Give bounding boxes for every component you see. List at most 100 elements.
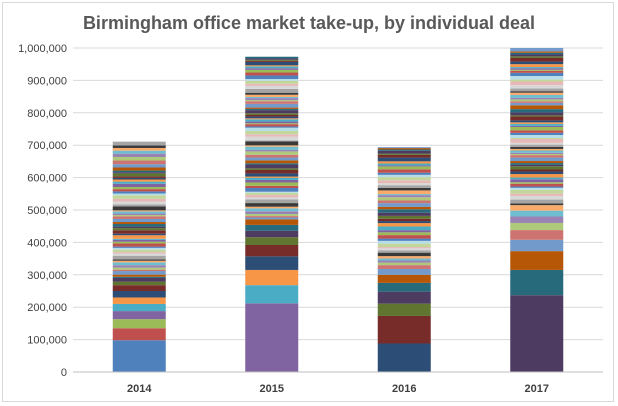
- bar-segment-2015: [245, 57, 298, 59]
- bar-segment-2016: [378, 175, 431, 177]
- bar-segment-2017: [510, 182, 563, 184]
- bar-segment-2016: [378, 269, 431, 275]
- bar-segment-2016: [378, 259, 431, 261]
- bar-segment-2015: [245, 237, 298, 245]
- bar-segment-2016: [378, 195, 431, 197]
- y-tick-label: 700,000: [27, 140, 67, 152]
- bar-segment-2016: [378, 253, 431, 256]
- bar-segment-2015: [245, 81, 298, 84]
- chart-plot: 0100,000200,000300,000400,000500,000600,…: [3, 3, 615, 403]
- bar-segment-2017: [510, 101, 563, 103]
- bar-segment-2017: [510, 147, 563, 149]
- bar-segment-2016: [378, 151, 431, 154]
- bar-segment-2017: [510, 99, 563, 101]
- bar-segment-2014: [113, 154, 166, 157]
- bar-segment-2015: [245, 173, 298, 176]
- bar-segment-2017: [510, 165, 563, 166]
- y-tick-label: 500,000: [27, 205, 67, 217]
- bar-segment-2014: [113, 142, 166, 146]
- bar-segment-2016: [378, 166, 431, 169]
- bar-segment-2016: [378, 209, 431, 212]
- bar-segment-2014: [113, 191, 166, 193]
- y-tick-label: 600,000: [27, 173, 67, 185]
- bar-segment-2015: [245, 108, 298, 109]
- bar-segment-2014: [113, 176, 166, 178]
- bar-segment-2017: [510, 138, 563, 139]
- y-tick-label: 0: [61, 367, 67, 379]
- bar-segment-2017: [510, 153, 563, 154]
- bar-segment-2017: [510, 145, 563, 147]
- bar-segment-2014: [113, 173, 166, 176]
- bar-segment-2015: [245, 140, 298, 141]
- bar-segment-2014: [113, 256, 166, 260]
- bar-segment-2016: [378, 207, 431, 209]
- bar-segment-2015: [245, 177, 298, 178]
- bar-segment-2016: [378, 241, 431, 244]
- bar-segment-2014: [113, 184, 166, 187]
- bar-segment-2014: [113, 319, 166, 328]
- bar-segment-2016: [378, 165, 431, 166]
- bar-segment-2017: [510, 163, 563, 165]
- bar-segment-2017: [510, 64, 563, 67]
- bar-segment-2017: [510, 103, 563, 105]
- bar-segment-2017: [510, 120, 563, 122]
- y-tick-label: 800,000: [27, 108, 67, 120]
- bar-segment-2016: [378, 256, 431, 258]
- bar-segment-2015: [245, 100, 298, 101]
- bar-segment-2017: [510, 169, 563, 171]
- bar-segment-2015: [245, 203, 298, 207]
- bar-segment-2016: [378, 283, 431, 292]
- bar-segment-2015: [245, 122, 298, 124]
- bar-segment-2015: [245, 97, 298, 98]
- bar-segment-2015: [245, 188, 298, 192]
- bar-segment-2015: [245, 137, 298, 141]
- bar-segment-2014: [113, 202, 166, 205]
- bar-segment-2016: [378, 154, 431, 155]
- bar-segment-2016: [378, 244, 431, 247]
- bar-segment-2017: [510, 126, 563, 127]
- bar-segment-2014: [113, 268, 166, 270]
- bar-segment-2017: [510, 122, 563, 123]
- bar-segment-2016: [378, 200, 431, 203]
- bar-segment-2014: [113, 214, 166, 215]
- bar-segment-2017: [510, 200, 563, 204]
- y-tick-label: 900,000: [27, 75, 67, 87]
- bar-segment-2015: [245, 126, 298, 127]
- bar-segment-2017: [510, 150, 563, 152]
- bar-segment-2016: [378, 185, 431, 188]
- bar-segment-2016: [378, 292, 431, 304]
- y-tick-label: 200,000: [27, 302, 67, 314]
- bar-segment-2014: [113, 216, 166, 219]
- bar-segment-2014: [113, 164, 166, 167]
- bar-segment-2017: [510, 196, 563, 200]
- y-tick-label: 300,000: [27, 270, 67, 282]
- bar-segment-2014: [113, 194, 166, 196]
- bar-segment-2017: [510, 240, 563, 251]
- bar-segment-2016: [378, 235, 431, 238]
- bar-segment-2015: [245, 73, 298, 76]
- bar-segment-2017: [510, 85, 563, 88]
- bar-segment-2014: [113, 277, 166, 278]
- bar-segment-2014: [113, 297, 166, 303]
- bar-segment-2014: [113, 252, 166, 254]
- bar-segment-2015: [245, 199, 298, 203]
- bar-segment-2017: [510, 223, 563, 230]
- bar-segment-2017: [510, 62, 563, 65]
- bar-segment-2017: [510, 178, 563, 180]
- bar-segment-2014: [113, 227, 166, 229]
- bar-segment-2015: [245, 285, 298, 303]
- bar-segment-2017: [510, 270, 563, 295]
- bar-segment-2016: [378, 197, 431, 200]
- bar-segment-2016: [378, 343, 431, 372]
- x-tick-label: 2017: [525, 383, 549, 395]
- bar-segment-2015: [245, 168, 298, 170]
- bar-segment-2014: [113, 282, 166, 286]
- y-tick-label: 1,000,000: [18, 43, 67, 55]
- bar-segment-2017: [510, 71, 563, 73]
- bar-segment-2016: [378, 260, 431, 262]
- bar-segment-2015: [245, 165, 298, 169]
- bar-segment-2017: [510, 158, 563, 161]
- bar-segment-2016: [378, 219, 431, 221]
- bar-segment-2015: [245, 193, 298, 195]
- bar-segment-2017: [510, 89, 563, 92]
